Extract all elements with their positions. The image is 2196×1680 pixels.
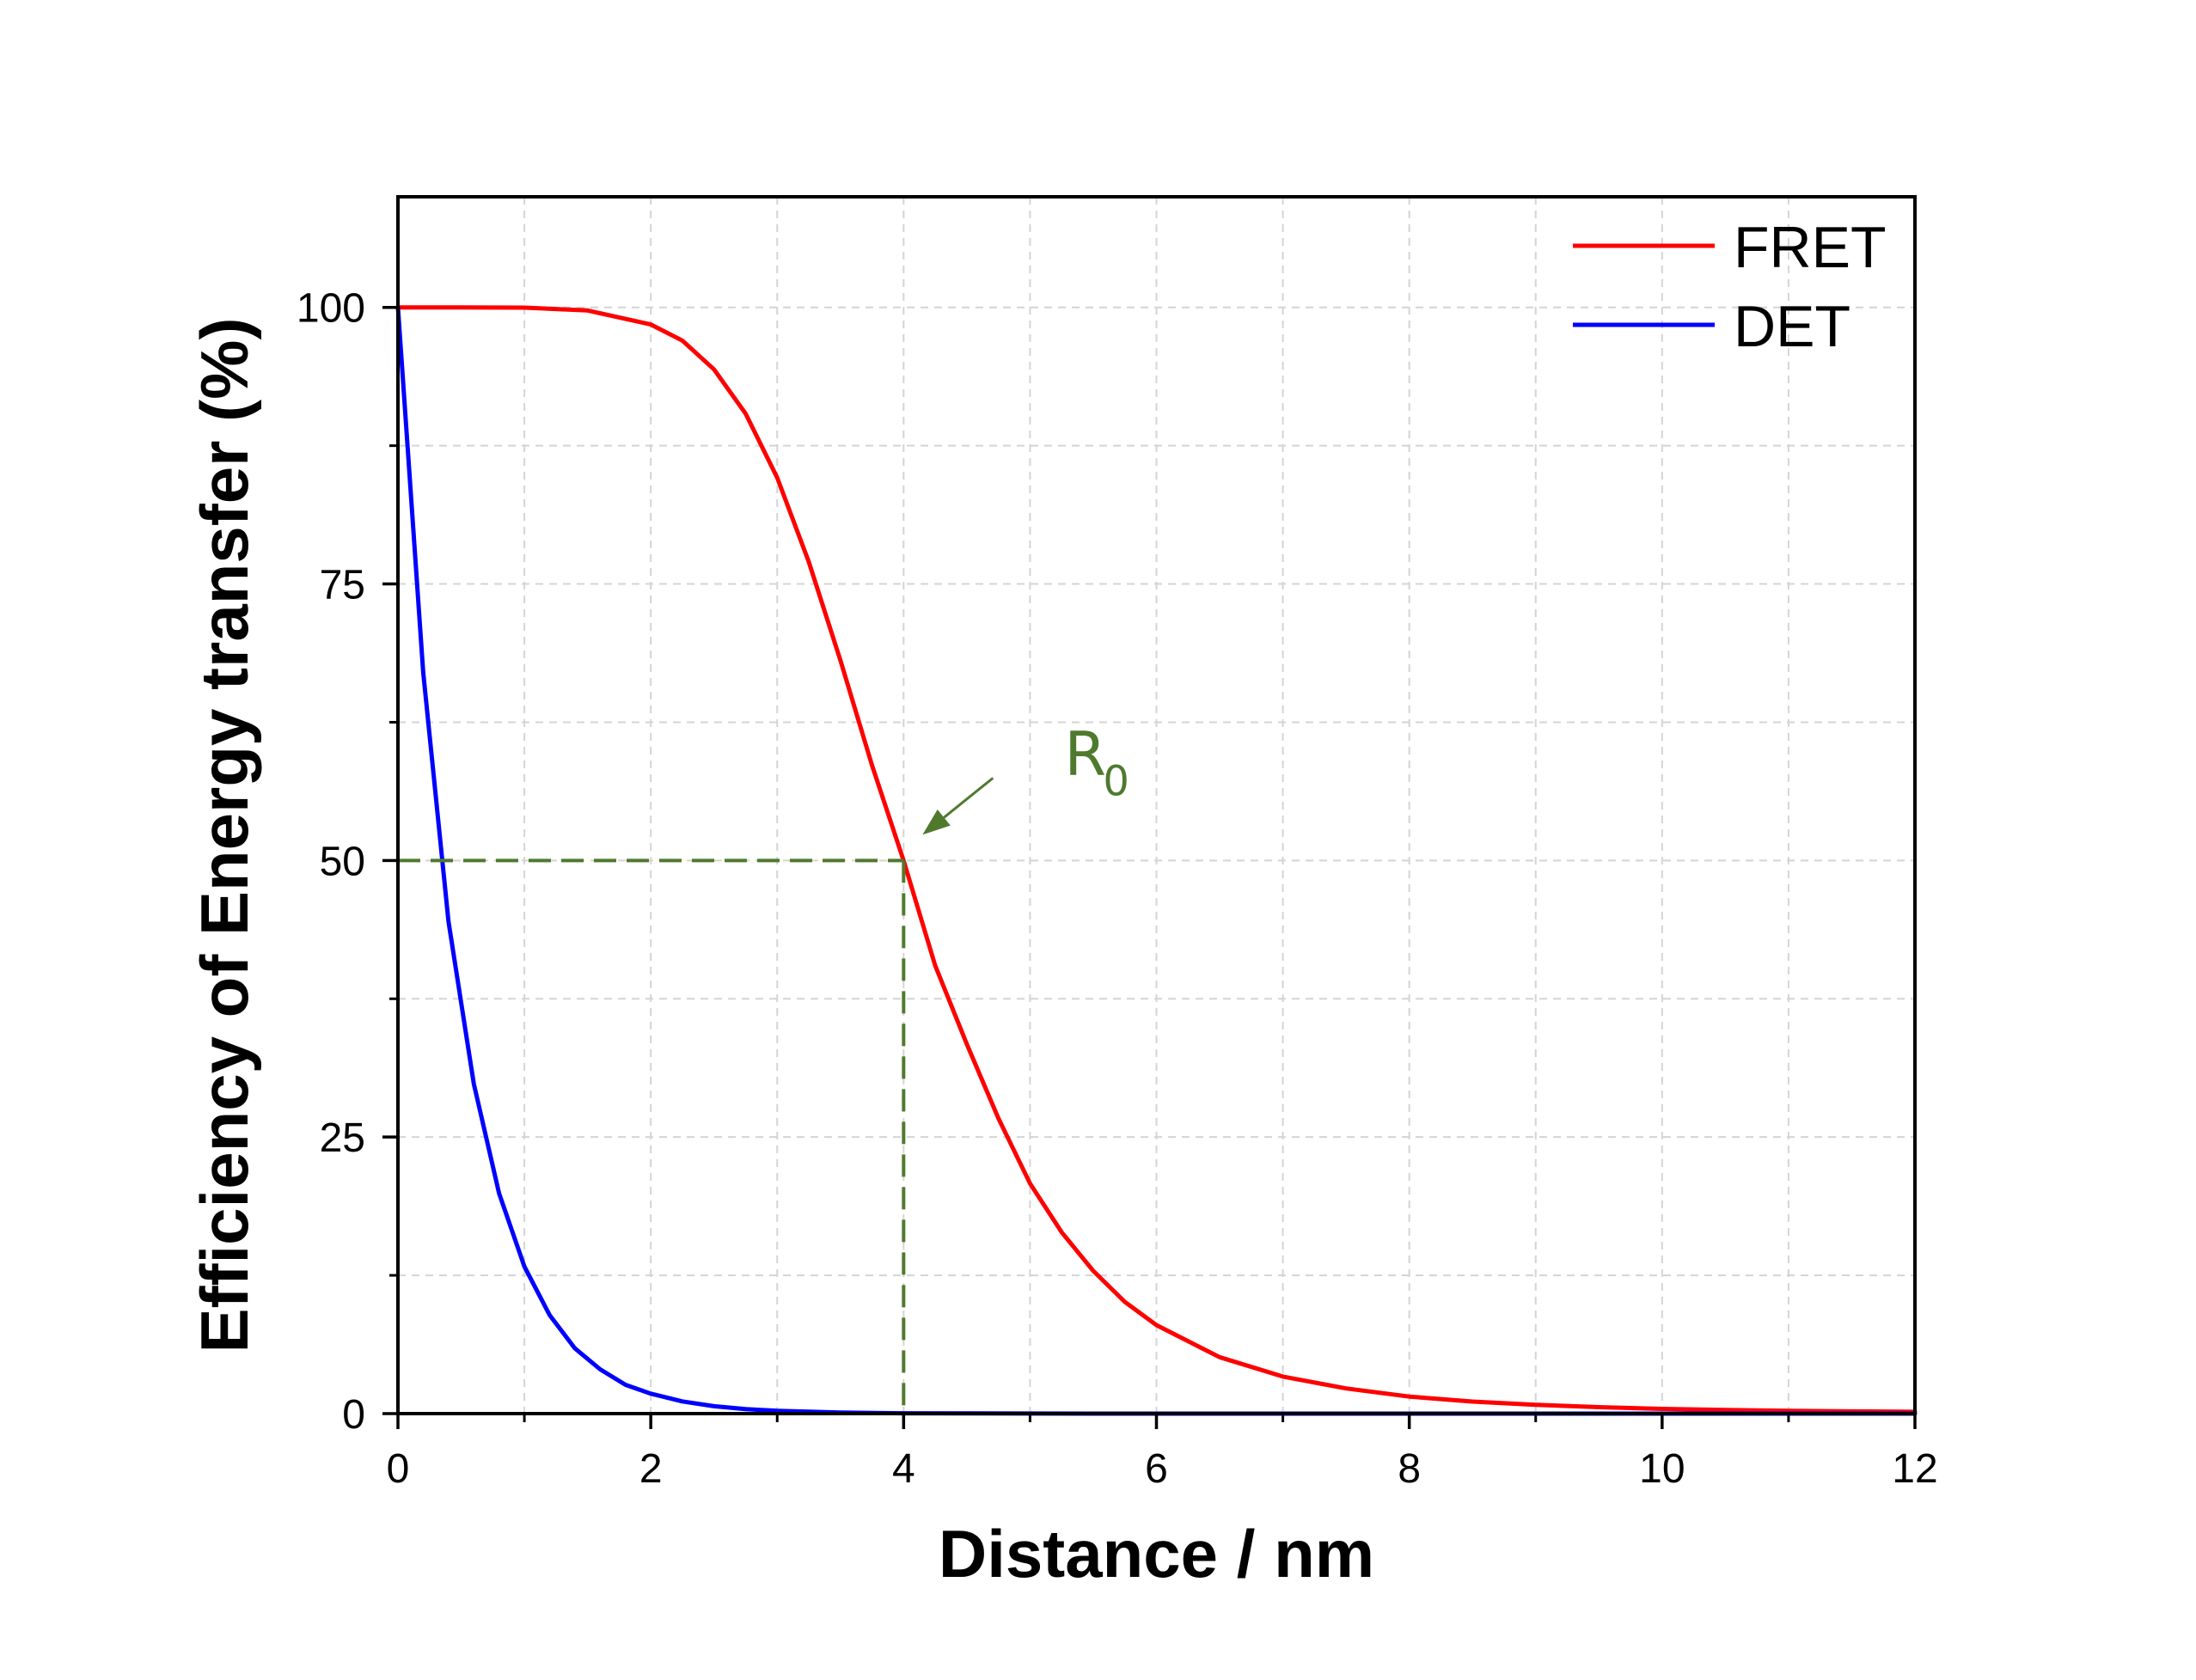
y-axis-title: Efficiency of Energy transfer (%) bbox=[187, 318, 262, 1353]
x-tick-label: 8 bbox=[1398, 1446, 1421, 1492]
x-tick-labels: 0 2 4 6 8 10 12 bbox=[387, 1446, 1938, 1492]
y-tick-label: 50 bbox=[320, 839, 365, 884]
x-tick-label: 12 bbox=[1892, 1446, 1937, 1492]
y-tick-labels: 0 25 50 75 100 bbox=[297, 286, 365, 1438]
y-tick-label: 100 bbox=[297, 286, 365, 332]
legend: FRET DET bbox=[1573, 215, 1887, 359]
x-tick-label: 0 bbox=[387, 1446, 410, 1492]
x-tick-label: 10 bbox=[1639, 1446, 1685, 1492]
annotation-label: R bbox=[1064, 718, 1106, 789]
x-axis-title: Distance / nm bbox=[939, 1516, 1374, 1591]
annotation-arrow-line bbox=[943, 777, 994, 819]
legend-label-fret: FRET bbox=[1734, 215, 1887, 280]
y-tick-label: 75 bbox=[320, 563, 365, 608]
y-tick-label: 25 bbox=[320, 1115, 365, 1161]
annotation-layer: R0 bbox=[398, 718, 1129, 1414]
series-line-fret bbox=[395, 305, 1918, 1414]
x-tick-label: 2 bbox=[639, 1446, 663, 1492]
y-tick-label: 0 bbox=[342, 1392, 365, 1438]
annotation-arrow-head bbox=[922, 809, 951, 835]
grid bbox=[398, 197, 1915, 1414]
annotation-subscript: 0 bbox=[1103, 757, 1129, 805]
legend-label-det: DET bbox=[1734, 294, 1850, 359]
x-tick-label: 6 bbox=[1145, 1446, 1168, 1492]
x-tick-label: 4 bbox=[892, 1446, 915, 1492]
major-ticks bbox=[382, 305, 1917, 1429]
